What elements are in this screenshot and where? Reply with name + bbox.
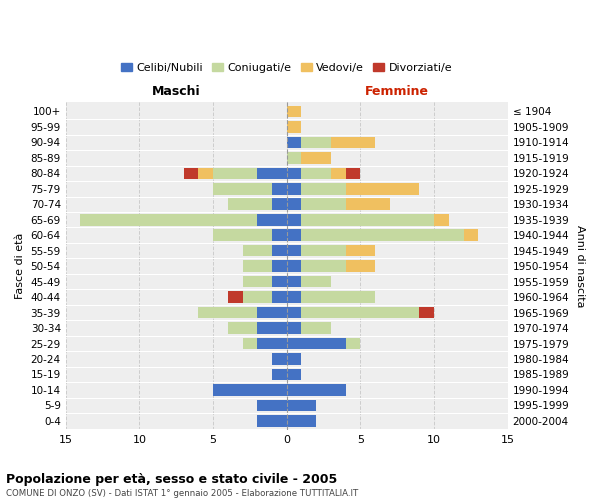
Bar bbox=[287, 400, 316, 411]
Bar bbox=[301, 307, 419, 318]
Bar bbox=[346, 245, 375, 256]
Bar bbox=[272, 183, 287, 194]
Bar bbox=[287, 106, 301, 118]
Bar bbox=[213, 384, 287, 396]
Y-axis label: Anni di nascita: Anni di nascita bbox=[575, 225, 585, 308]
Bar bbox=[301, 214, 434, 226]
Bar bbox=[287, 353, 301, 365]
Bar bbox=[287, 230, 301, 241]
Bar bbox=[287, 214, 301, 226]
Bar bbox=[346, 338, 361, 349]
Bar bbox=[287, 368, 301, 380]
Bar bbox=[301, 136, 331, 148]
Bar bbox=[287, 168, 301, 179]
Text: Popolazione per età, sesso e stato civile - 2005: Popolazione per età, sesso e stato civil… bbox=[6, 472, 337, 486]
Bar bbox=[242, 245, 272, 256]
Bar bbox=[257, 214, 287, 226]
Bar bbox=[272, 292, 287, 303]
Bar bbox=[464, 230, 478, 241]
Bar bbox=[346, 198, 390, 210]
Bar bbox=[301, 183, 346, 194]
Bar bbox=[287, 338, 346, 349]
Bar bbox=[257, 168, 287, 179]
Bar bbox=[346, 260, 375, 272]
Bar bbox=[287, 198, 301, 210]
Bar bbox=[419, 307, 434, 318]
Bar bbox=[228, 322, 257, 334]
Bar bbox=[257, 322, 287, 334]
Bar bbox=[242, 338, 257, 349]
Bar bbox=[257, 400, 287, 411]
Bar bbox=[242, 276, 272, 287]
Bar bbox=[287, 415, 316, 426]
Bar bbox=[287, 183, 301, 194]
Y-axis label: Fasce di età: Fasce di età bbox=[15, 233, 25, 300]
Bar bbox=[199, 168, 213, 179]
Bar bbox=[331, 136, 375, 148]
Bar bbox=[301, 276, 331, 287]
Legend: Celibi/Nubili, Coniugati/e, Vedovi/e, Divorziati/e: Celibi/Nubili, Coniugati/e, Vedovi/e, Di… bbox=[117, 58, 457, 78]
Bar bbox=[257, 415, 287, 426]
Bar bbox=[301, 168, 331, 179]
Bar bbox=[287, 121, 301, 132]
Text: Femmine: Femmine bbox=[365, 84, 429, 98]
Bar bbox=[184, 168, 199, 179]
Bar bbox=[257, 307, 287, 318]
Bar bbox=[272, 276, 287, 287]
Bar bbox=[331, 168, 346, 179]
Bar bbox=[287, 136, 301, 148]
Bar bbox=[301, 230, 464, 241]
Bar bbox=[287, 260, 301, 272]
Bar bbox=[199, 307, 257, 318]
Bar bbox=[228, 198, 272, 210]
Bar bbox=[242, 260, 272, 272]
Bar bbox=[272, 353, 287, 365]
Bar bbox=[80, 214, 257, 226]
Bar bbox=[287, 152, 301, 164]
Bar bbox=[287, 245, 301, 256]
Bar bbox=[346, 183, 419, 194]
Bar bbox=[228, 292, 242, 303]
Text: Maschi: Maschi bbox=[152, 84, 200, 98]
Bar bbox=[272, 198, 287, 210]
Bar bbox=[213, 183, 272, 194]
Bar bbox=[287, 384, 346, 396]
Bar bbox=[301, 198, 346, 210]
Bar bbox=[287, 292, 301, 303]
Bar bbox=[272, 230, 287, 241]
Bar bbox=[301, 292, 375, 303]
Bar bbox=[434, 214, 449, 226]
Bar bbox=[242, 292, 272, 303]
Bar bbox=[301, 260, 346, 272]
Bar bbox=[272, 260, 287, 272]
Bar bbox=[287, 307, 301, 318]
Bar bbox=[287, 276, 301, 287]
Bar bbox=[272, 368, 287, 380]
Bar bbox=[213, 230, 272, 241]
Bar bbox=[301, 322, 331, 334]
Bar bbox=[346, 168, 361, 179]
Bar bbox=[272, 245, 287, 256]
Bar bbox=[301, 245, 346, 256]
Bar bbox=[301, 152, 331, 164]
Bar bbox=[213, 168, 257, 179]
Text: COMUNE DI ONZO (SV) - Dati ISTAT 1° gennaio 2005 - Elaborazione TUTTITALIA.IT: COMUNE DI ONZO (SV) - Dati ISTAT 1° genn… bbox=[6, 489, 358, 498]
Bar bbox=[287, 322, 301, 334]
Bar bbox=[257, 338, 287, 349]
